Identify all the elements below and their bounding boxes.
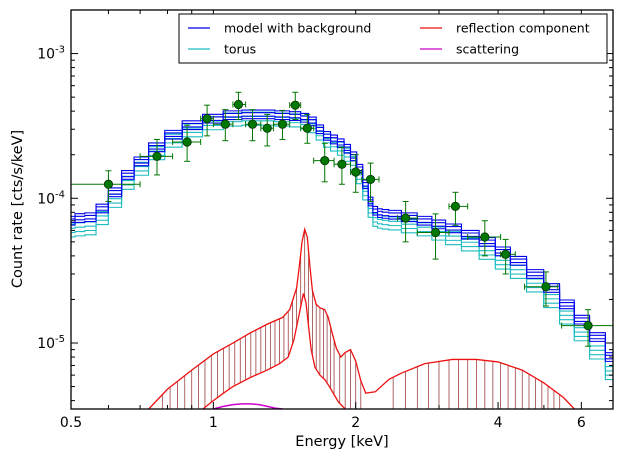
data-marker <box>351 167 361 177</box>
data-point <box>500 238 516 275</box>
torus-line <box>71 124 613 381</box>
x-tick-label: 4 <box>494 415 503 431</box>
data-marker <box>220 119 230 129</box>
x-tick-label: 1 <box>209 415 218 431</box>
x-tick-label: 0.5 <box>60 415 82 431</box>
data-marker <box>450 201 461 211</box>
data-point <box>272 109 291 140</box>
data-marker <box>583 320 593 331</box>
legend-label: model with background <box>224 21 371 36</box>
data-point <box>200 104 214 137</box>
data-point <box>260 113 274 147</box>
model-line <box>71 112 613 356</box>
data-marker <box>302 123 312 133</box>
scattering-line <box>213 403 283 409</box>
data-point <box>561 309 613 347</box>
model-line <box>71 115 613 360</box>
data-point <box>361 162 380 203</box>
data-point <box>416 213 450 260</box>
data-point <box>172 124 202 162</box>
model-line <box>71 118 613 362</box>
data-marker <box>262 123 272 133</box>
legend-box <box>178 13 608 64</box>
data-point <box>448 191 469 226</box>
y-tick-label: 10-3 <box>37 45 65 63</box>
data-marker <box>501 249 511 259</box>
data-marker <box>290 100 300 110</box>
legend-label: torus <box>224 42 256 57</box>
reflection-component-line <box>148 226 575 409</box>
data-point <box>350 154 363 193</box>
x-tick-label: 6 <box>577 415 586 431</box>
data-point <box>232 91 247 121</box>
reflection-hatch <box>161 229 561 409</box>
data-point <box>300 113 315 144</box>
data-marker <box>480 232 490 242</box>
legend-label: reflection component <box>456 21 590 36</box>
legend-label: scattering <box>456 42 519 57</box>
data-point <box>396 201 418 243</box>
data-point <box>139 138 174 176</box>
x-tick-label: 2 <box>351 415 360 431</box>
data-marker <box>277 119 288 129</box>
data-marker <box>233 99 244 110</box>
data-points-layer <box>71 91 613 347</box>
y-tick-label: 10-4 <box>37 189 65 207</box>
y-axis-label: Count rate [cts/s/keV] <box>10 130 26 288</box>
data-point <box>313 142 335 183</box>
data-marker <box>401 213 411 223</box>
x-axis-label: Energy [keV] <box>295 434 388 450</box>
reflection-component-lower-line <box>202 293 346 409</box>
model-line <box>71 109 613 354</box>
data-marker <box>337 159 347 169</box>
torus-line <box>71 120 613 376</box>
data-point <box>524 271 559 307</box>
data-marker <box>182 137 192 147</box>
data-marker <box>541 282 551 292</box>
data-marker <box>320 156 330 166</box>
series-layer <box>71 109 613 409</box>
plot-frame <box>70 9 614 410</box>
model-band <box>71 109 613 362</box>
y-tick-label: 10-5 <box>37 334 65 352</box>
legend: model with background reflection componen… <box>178 13 608 64</box>
data-point <box>289 91 302 121</box>
data-point <box>333 146 352 185</box>
data-marker <box>202 114 212 124</box>
ticks-layer: 0.5 1 2 4 6 10-5 10-4 10-3 <box>37 9 614 431</box>
data-marker <box>430 227 441 238</box>
data-marker <box>152 151 162 161</box>
data-point <box>212 109 234 142</box>
data-point <box>245 109 262 142</box>
data-marker <box>247 119 258 129</box>
data-marker <box>365 174 376 185</box>
data-point <box>467 220 502 257</box>
data-point <box>71 170 141 203</box>
data-marker <box>103 179 114 189</box>
